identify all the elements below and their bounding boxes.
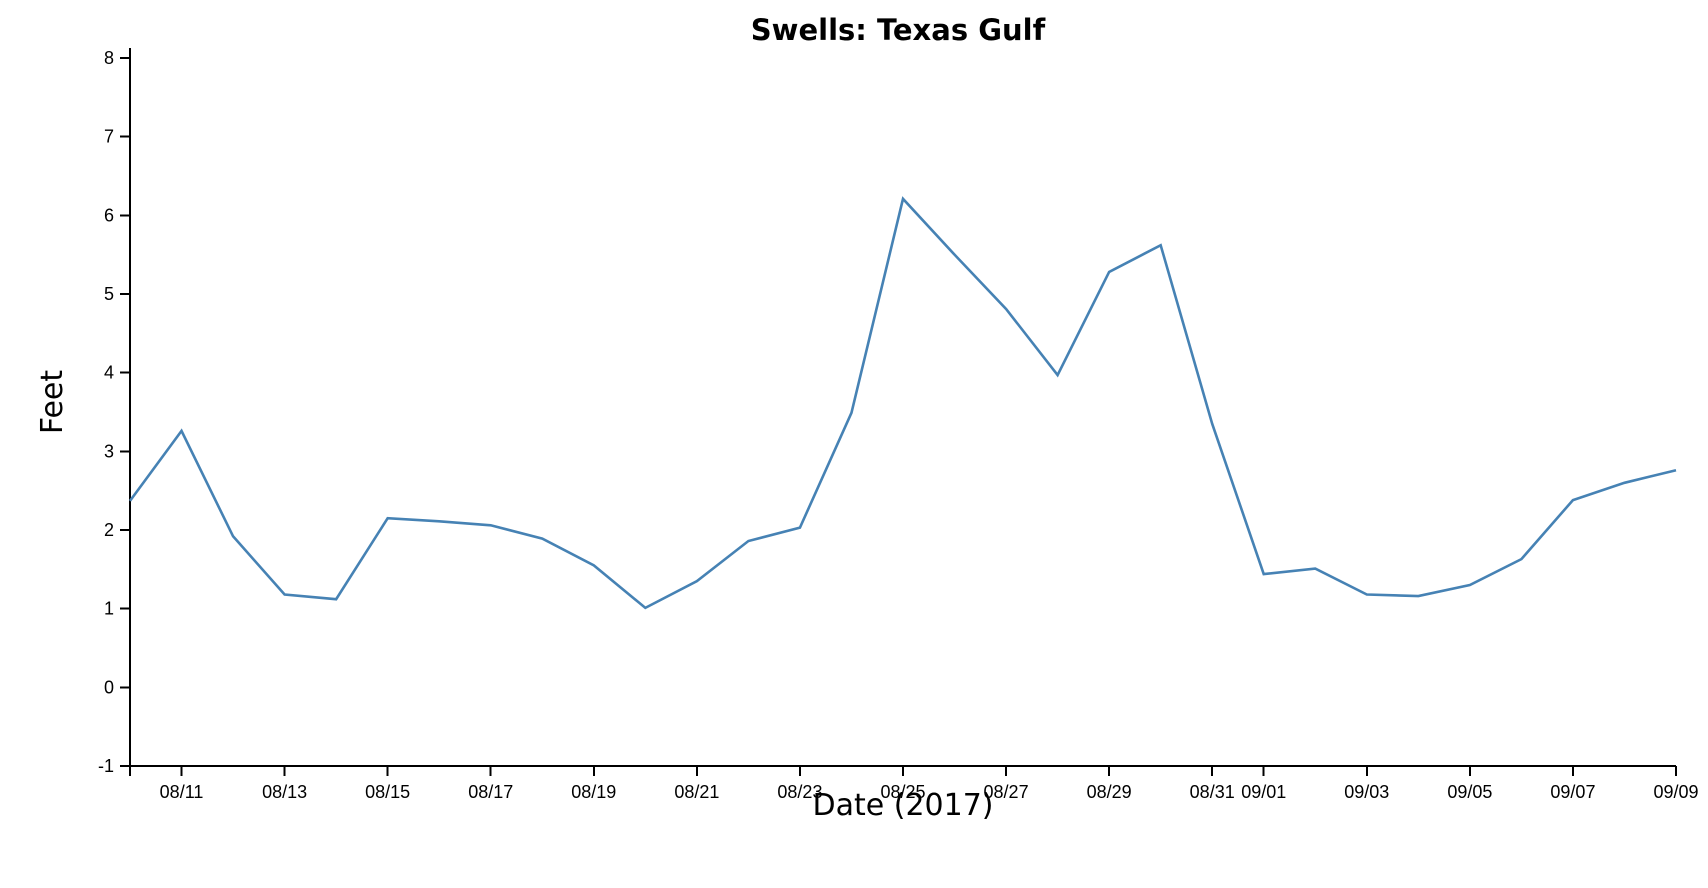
x-tick-label: 09/03 bbox=[1344, 782, 1389, 802]
y-tick-label: 8 bbox=[104, 48, 114, 68]
y-axis-label: Feet bbox=[35, 370, 70, 435]
x-tick-label: 08/27 bbox=[984, 782, 1029, 802]
y-tick-label: 5 bbox=[104, 284, 114, 304]
y-tick-label: 7 bbox=[104, 127, 114, 147]
x-tick-label: 08/13 bbox=[262, 782, 307, 802]
chart-title: Swells: Texas Gulf bbox=[751, 13, 1046, 47]
x-axis-label: Date (2017) bbox=[813, 788, 994, 823]
y-tick-label: -1 bbox=[98, 756, 114, 776]
x-tick-label: 09/07 bbox=[1550, 782, 1595, 802]
x-tick-label: 08/31 bbox=[1190, 782, 1235, 802]
x-tick-label: 08/11 bbox=[160, 782, 204, 802]
x-tick-label: 08/23 bbox=[777, 782, 822, 802]
x-tick-label: 09/01 bbox=[1241, 782, 1286, 802]
x-tick-label: 08/15 bbox=[365, 782, 410, 802]
x-axis: 08/11 08/13 08/15 08/17 08/19 08/21 08/23 08/25… bbox=[129, 765, 1699, 802]
y-tick-label: 2 bbox=[104, 520, 114, 540]
series-group bbox=[128, 196, 1677, 610]
x-tick-label: 08/25 bbox=[880, 782, 925, 802]
x-tick-label: 08/29 bbox=[1087, 782, 1132, 802]
y-tick-label: 4 bbox=[104, 363, 114, 383]
series-line-0 bbox=[128, 196, 1677, 610]
y-tick-label: 3 bbox=[104, 441, 114, 461]
y-tick-label: 1 bbox=[104, 599, 114, 619]
x-tick-label: 09/09 bbox=[1653, 782, 1698, 802]
y-tick-label: 0 bbox=[104, 677, 114, 697]
x-tick-label: 09/05 bbox=[1447, 782, 1492, 802]
y-axis: -1 0 1 2 3 4 5 6 7 8 bbox=[98, 48, 131, 776]
x-tick-label: 08/21 bbox=[674, 782, 719, 802]
x-tick-label: 08/19 bbox=[571, 782, 616, 802]
x-tick-label: 08/17 bbox=[468, 782, 513, 802]
y-tick-label: 6 bbox=[104, 205, 114, 225]
